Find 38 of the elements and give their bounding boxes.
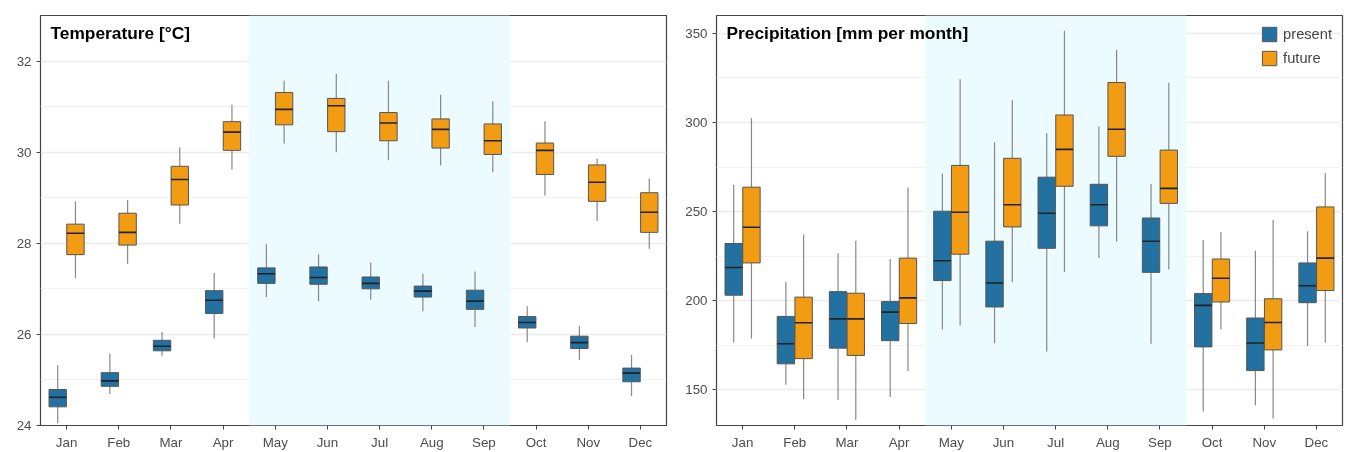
x-tick-label: May (938, 434, 965, 450)
chart-title: Precipitation [mm per month] (726, 22, 969, 43)
x-tick-label: Mar (159, 434, 183, 450)
y-tick-label: 200 (685, 293, 708, 309)
y-tick-label: 250 (685, 204, 708, 220)
x-tick-label: Jul (371, 434, 389, 450)
x-tick-label: Aug (1095, 434, 1120, 450)
y-tick-label: 30 (16, 144, 32, 160)
x-tick-label: Nov (576, 434, 601, 450)
legend-label: future (1283, 50, 1321, 66)
y-tick-label: 32 (16, 53, 32, 69)
x-tick-label: Jun (992, 434, 1015, 450)
y-tick-label: 150 (685, 382, 708, 398)
x-tick-label: Dec (1304, 434, 1329, 450)
x-tick-label: Nov (1252, 434, 1277, 450)
y-tick-label: 350 (685, 25, 708, 41)
x-tick-label: Jun (316, 434, 339, 450)
y-tick-label: 24 (16, 418, 33, 433)
y-tick-label: 300 (685, 114, 708, 130)
x-tick-label: Feb (783, 434, 807, 450)
x-tick-label: Oct (1201, 434, 1223, 450)
x-tick-label: Dec (628, 434, 653, 450)
y-tick-label: 26 (16, 326, 32, 342)
x-tick-label: Sep (472, 434, 496, 450)
x-tick-label: Apr (888, 434, 911, 450)
x-tick-label: May (262, 434, 289, 450)
y-tick-label: 28 (16, 235, 32, 251)
x-tick-label: Apr (212, 434, 235, 450)
x-tick-label: Mar (835, 434, 859, 450)
legend-label: present (1283, 26, 1332, 42)
chart-title: Temperature [°C] (50, 22, 190, 43)
x-tick-label: Sep (1148, 434, 1172, 450)
x-tick-label: Jul (1047, 434, 1065, 450)
x-tick-label: Oct (525, 434, 547, 450)
x-tick-label: Feb (107, 434, 131, 450)
x-tick-label: Jan (731, 434, 754, 450)
x-tick-label: Aug (419, 434, 444, 450)
x-tick-label: Jan (55, 434, 78, 450)
